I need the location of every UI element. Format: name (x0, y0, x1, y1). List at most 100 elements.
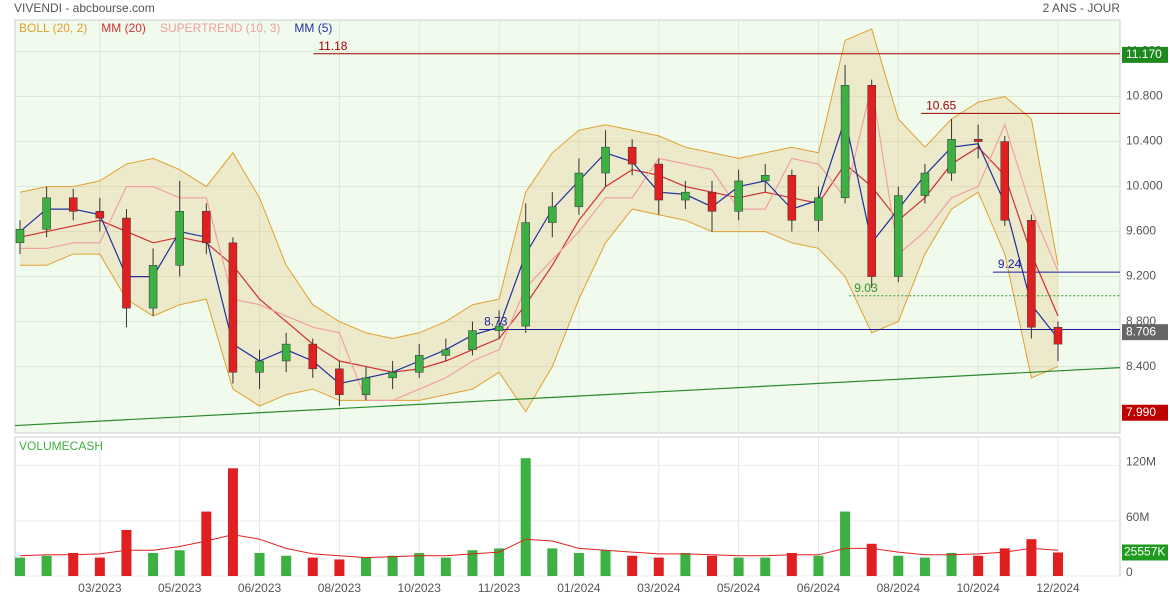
candle-body (122, 217, 131, 309)
volume-bar (121, 529, 132, 576)
x-tick-label: 03/2024 (637, 581, 681, 595)
volume-panel (14, 436, 1121, 577)
y-tick-label: 10.400 (1126, 134, 1163, 148)
x-tick-label: 08/2024 (877, 581, 921, 595)
volume-bar (334, 559, 345, 576)
volume-bar (281, 555, 292, 576)
x-tick-label: 10/2024 (956, 581, 1000, 595)
volume-bar (999, 548, 1010, 576)
price-tag-label: 8.706 (1126, 324, 1156, 338)
x-tick-label: 01/2024 (557, 581, 601, 595)
x-tick-label: 06/2023 (238, 581, 282, 595)
x-tick-label: 10/2023 (398, 581, 442, 595)
y-tick-label: 10.800 (1126, 89, 1163, 103)
level-label: 11.18 (318, 39, 347, 53)
volume-bar (893, 555, 904, 576)
candle-body (441, 349, 451, 356)
volume-bar (41, 555, 52, 576)
band-upper (19, 28, 1059, 340)
legend-entry: MM (20) (101, 21, 146, 35)
period: 2 ANS - JOUR (1043, 1, 1121, 15)
indicator-line (19, 116, 1059, 385)
candle-body (760, 175, 770, 182)
x-tick-label: 12/2024 (1036, 581, 1080, 595)
y-tick-label: 10.000 (1126, 179, 1163, 193)
candle-body (681, 191, 690, 201)
y-tick-label: 9.600 (1126, 224, 1156, 238)
candle-body (840, 85, 850, 199)
legend-entry: SUPERTREND (10, 3) (160, 21, 280, 35)
candle-body (1027, 220, 1036, 328)
level-label: 10.65 (926, 99, 956, 113)
candle-body (521, 222, 530, 327)
volume-bar (866, 543, 877, 576)
candle-body (494, 325, 504, 331)
candle-body (15, 229, 25, 244)
chart-title: VIVENDI - abcbourse.com (14, 1, 155, 15)
candle-body (281, 343, 291, 362)
volume-bar (627, 555, 638, 576)
candle-body (335, 368, 344, 395)
candle-body (734, 180, 743, 212)
candle-body (68, 197, 78, 212)
volume-bar (733, 557, 744, 576)
volume-bar (440, 557, 451, 576)
price-tag (1122, 46, 1168, 63)
volume-bar (600, 550, 611, 576)
candle-body (627, 146, 637, 165)
indicator-line (20, 85, 1059, 401)
candle-body (947, 139, 956, 174)
volume-bar (786, 552, 797, 576)
volume-bar (760, 557, 771, 576)
candle-body (255, 360, 264, 373)
band-lower (20, 191, 1059, 413)
candle-body (548, 206, 557, 223)
x-tick-label: 08/2023 (318, 581, 362, 595)
volume-bar (15, 557, 25, 576)
y-tick-label: 60M (1126, 510, 1149, 524)
candle-body (973, 139, 983, 142)
volume-bar (520, 458, 531, 576)
candle-body (361, 377, 371, 395)
level-label: 8.73 (484, 315, 508, 329)
volume-bar (361, 557, 371, 576)
volume-bar (148, 552, 159, 576)
candle-body (388, 371, 397, 379)
candle-body (468, 330, 477, 350)
candle-body (894, 195, 903, 277)
level-label: 9.24 (998, 257, 1022, 271)
y-tick-label: 120M (1126, 455, 1156, 469)
candle-body (707, 191, 717, 212)
price-panel (14, 19, 1121, 434)
volume-bar (414, 552, 425, 576)
price-tag (1122, 404, 1168, 421)
volume-bar (680, 552, 691, 576)
volume-average (19, 534, 1059, 559)
candle-body (308, 343, 318, 370)
price-tag (1122, 324, 1168, 341)
volume-bar (387, 555, 398, 576)
y-tick-label: 9.200 (1126, 269, 1156, 283)
volume-bar (174, 550, 185, 576)
candle-body (148, 265, 158, 309)
volume-bar (227, 468, 238, 576)
volume-tag-label: 25557K (1124, 545, 1165, 559)
price-tag-label: 7.990 (1126, 405, 1156, 419)
volume-bar (946, 552, 957, 576)
volume-tag (1122, 544, 1168, 561)
volume-bar (653, 557, 664, 576)
y-tick-label: 8.400 (1126, 359, 1156, 373)
volume-bar (573, 552, 584, 576)
volume-bar (813, 555, 824, 576)
x-tick-label: 03/2023 (78, 581, 122, 595)
trendline (14, 367, 1121, 427)
price-tag-label: 11.170 (1126, 47, 1162, 61)
x-tick-label: 06/2024 (797, 581, 841, 595)
candle-body (95, 211, 105, 219)
candle-body (654, 163, 664, 201)
candle-body (574, 172, 584, 208)
volume-bar (707, 555, 717, 576)
volume-bar (467, 550, 478, 576)
volume-bar (68, 552, 79, 576)
